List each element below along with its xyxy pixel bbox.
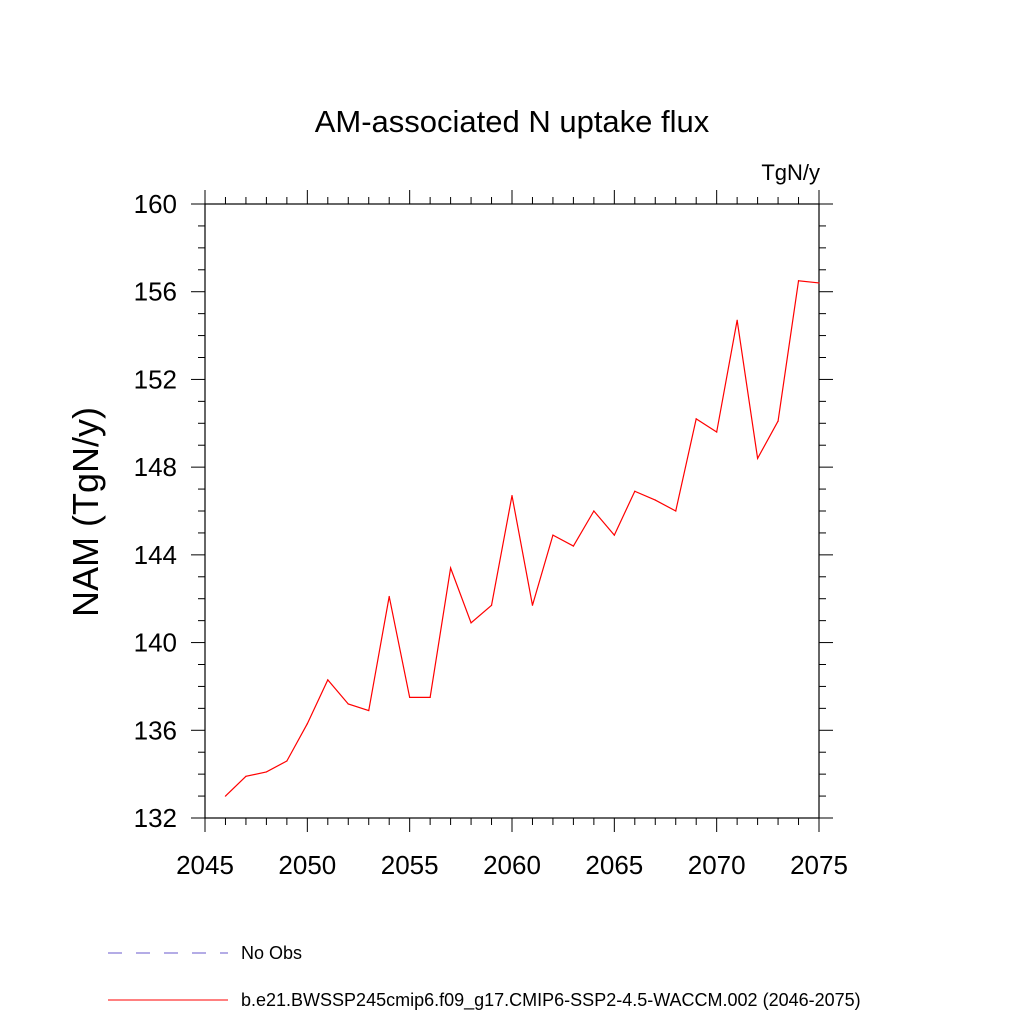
- y-tick-label: 140: [134, 628, 177, 658]
- data-point: [368, 709, 370, 712]
- data-point: [736, 319, 738, 321]
- data-point: [757, 457, 759, 459]
- data-point: [224, 795, 227, 797]
- data-series: [224, 280, 820, 797]
- y-tick-label: 144: [134, 540, 177, 570]
- x-tick-label: 2050: [278, 850, 336, 880]
- x-tick-label: 2055: [381, 850, 439, 880]
- data-point: [306, 723, 308, 725]
- y-tick-label: 148: [134, 452, 177, 482]
- plot-frame: [204, 203, 820, 819]
- data-point: [409, 696, 411, 698]
- legend-label-model: b.e21.BWSSP245cmip6.f09_g17.CMIP6-SSP2-4…: [241, 990, 861, 1011]
- chart-title: AM-associated N uptake flux: [315, 104, 710, 139]
- data-point: [286, 760, 288, 762]
- data-point: [552, 534, 554, 536]
- x-tick-label: 2060: [483, 850, 541, 880]
- y-tick-label: 160: [134, 189, 177, 219]
- x-tick-label: 2075: [790, 850, 848, 880]
- tick-labels: 2045 2050 2055 2060 2065 2070 2075 132 136 140 144…: [134, 189, 848, 880]
- data-point: [777, 420, 779, 422]
- x-tick-label: 2065: [585, 850, 643, 880]
- data-point: [429, 696, 431, 698]
- data-point: [531, 604, 534, 606]
- data-point: [327, 679, 329, 681]
- y-tick-label: 156: [134, 277, 177, 307]
- data-point: [490, 604, 493, 606]
- data-point: [593, 510, 595, 512]
- axis-ticks: [191, 190, 833, 832]
- series-line: [225, 280, 820, 797]
- data-point: [818, 282, 820, 284]
- data-point: [675, 510, 677, 512]
- data-point: [613, 534, 615, 536]
- data-point: [265, 771, 267, 773]
- data-point: [347, 703, 349, 705]
- legend: No Obs b.e21.BWSSP245cmip6.f09_g17.CMIP6…: [108, 943, 861, 1011]
- units-label: TgN/y: [761, 160, 820, 185]
- data-point: [511, 495, 513, 497]
- data-point: [388, 595, 390, 598]
- y-tick-label: 136: [134, 715, 177, 745]
- y-tick-label: 132: [134, 803, 177, 833]
- x-tick-label: 2070: [688, 850, 746, 880]
- y-axis-label: NAM (TgN/y): [65, 407, 106, 617]
- data-point: [572, 545, 575, 547]
- data-point: [450, 567, 452, 569]
- data-point: [654, 499, 656, 501]
- x-tick-label: 2045: [176, 850, 234, 880]
- data-point: [634, 490, 636, 492]
- y-tick-label: 152: [134, 364, 177, 394]
- legend-label-no-obs: No Obs: [241, 943, 302, 963]
- data-point: [245, 775, 247, 777]
- data-point: [470, 622, 472, 624]
- data-point: [797, 280, 800, 282]
- data-point: [716, 431, 718, 433]
- data-point: [695, 418, 697, 420]
